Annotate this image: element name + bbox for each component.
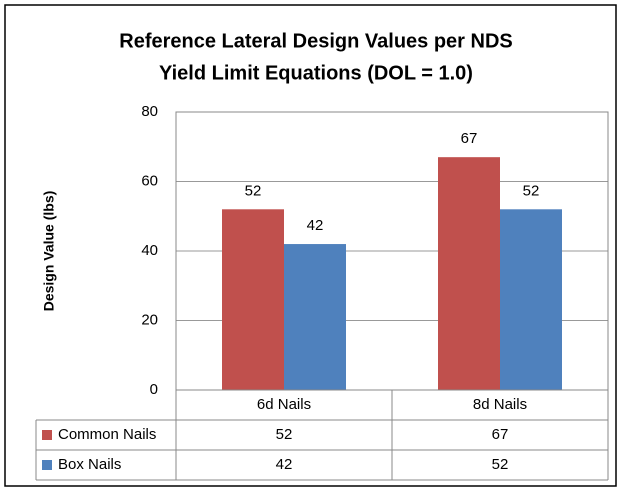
legend-label: Box Nails <box>58 456 121 473</box>
y-tick-label: 0 <box>150 381 158 398</box>
legend-key <box>42 460 52 470</box>
table-cell: 42 <box>276 456 293 473</box>
x-tick-label: 6d Nails <box>257 396 311 413</box>
y-tick-label: 60 <box>141 172 158 189</box>
data-label: 67 <box>461 130 478 147</box>
data-label: 52 <box>523 182 540 199</box>
x-tick-label: 8d Nails <box>473 396 527 413</box>
table-cell: 67 <box>492 426 509 443</box>
bar <box>222 209 284 390</box>
chart-title: Reference Lateral Design Values per NDS <box>119 30 513 52</box>
y-tick-label: 40 <box>141 242 158 259</box>
chart-title: Yield Limit Equations (DOL = 1.0) <box>159 62 473 84</box>
y-axis-title: Design Value (lbs) <box>41 191 57 312</box>
bar <box>284 244 346 390</box>
legend-key <box>42 430 52 440</box>
legend-label: Common Nails <box>58 426 156 443</box>
data-label: 42 <box>307 217 324 234</box>
bar <box>438 157 500 390</box>
y-tick-label: 20 <box>141 311 158 328</box>
data-label: 52 <box>245 182 262 199</box>
table-cell: 52 <box>492 456 509 473</box>
table-cell: 52 <box>276 426 293 443</box>
y-tick-label: 80 <box>141 103 158 120</box>
bar <box>500 209 562 390</box>
